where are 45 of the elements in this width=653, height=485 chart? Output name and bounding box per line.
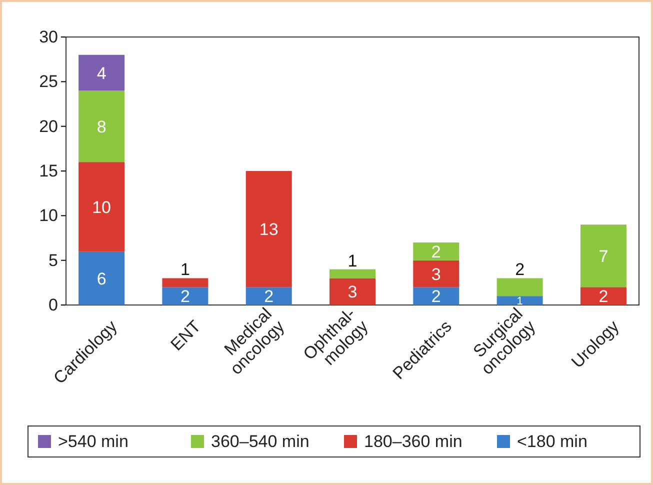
bar: [413, 242, 460, 260]
bar: [329, 278, 376, 305]
legend-label: >540 min: [58, 432, 128, 451]
data-label: 1: [348, 251, 358, 270]
data-label: 10: [92, 198, 112, 217]
data-label: 6: [96, 269, 106, 288]
bar: [580, 224, 626, 288]
legend-label: 360–540 min: [211, 432, 310, 451]
data-label: 4: [96, 64, 106, 83]
legend-label: <180 min: [517, 432, 588, 451]
data-label: 7: [598, 246, 608, 266]
data-label: 2: [264, 287, 274, 306]
bar: [329, 269, 376, 278]
y-tick-label: 0: [48, 295, 58, 314]
bar: [246, 287, 292, 305]
bar: [162, 287, 208, 305]
data-label: 3: [431, 264, 441, 284]
y-tick-label: 20: [39, 116, 58, 136]
y-tick-label: 15: [39, 161, 58, 180]
data-label: 2: [431, 242, 441, 262]
bar: [78, 54, 125, 91]
data-label: 8: [96, 117, 106, 136]
bar: [496, 278, 543, 296]
bar: [413, 287, 460, 305]
data-label: 2: [431, 287, 441, 306]
data-label: 2: [180, 287, 190, 306]
bar: [78, 251, 125, 305]
bar: [78, 90, 125, 162]
data-label: 2: [598, 287, 608, 306]
bar: [496, 296, 543, 305]
bar: [246, 171, 292, 288]
y-tick-label: 10: [39, 206, 58, 226]
bar: [162, 278, 208, 288]
data-label: 1: [180, 260, 190, 280]
bar: [78, 162, 125, 252]
data-label: 3: [348, 282, 358, 302]
data-label: 1: [516, 295, 523, 308]
data-label: 13: [259, 220, 278, 240]
bar: [580, 287, 626, 305]
y-tick-label: 25: [39, 72, 58, 92]
data-label: 2: [515, 260, 525, 280]
legend-label: 180–360 min: [364, 432, 462, 451]
y-tick-label: 30: [39, 27, 58, 46]
bar: [413, 260, 460, 288]
y-tick-label: 5: [48, 250, 58, 270]
